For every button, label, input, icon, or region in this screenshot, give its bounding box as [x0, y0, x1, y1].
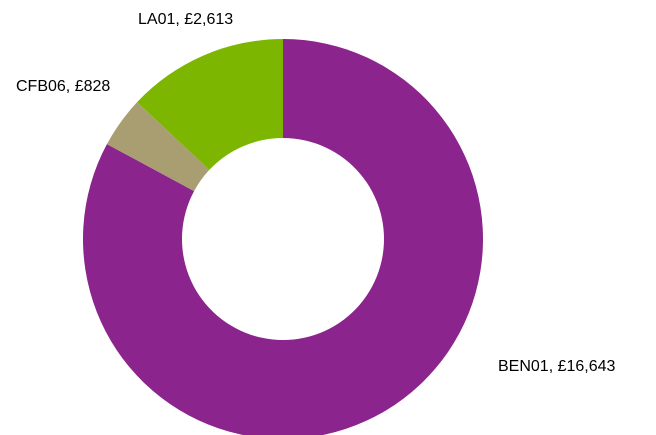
labels-layer: BEN01, £16,643 CFB06, £828 LA01, £2,613	[16, 11, 616, 375]
slices-layer	[83, 39, 483, 435]
slice-label-cfb06: CFB06, £828	[16, 78, 110, 95]
slice-label-ben01: BEN01, £16,643	[498, 358, 616, 375]
slice-la01	[137, 39, 283, 170]
slice-ben01	[83, 39, 483, 435]
slice-label-la01: LA01, £2,613	[138, 11, 233, 28]
slice-cfb06	[106, 102, 210, 192]
